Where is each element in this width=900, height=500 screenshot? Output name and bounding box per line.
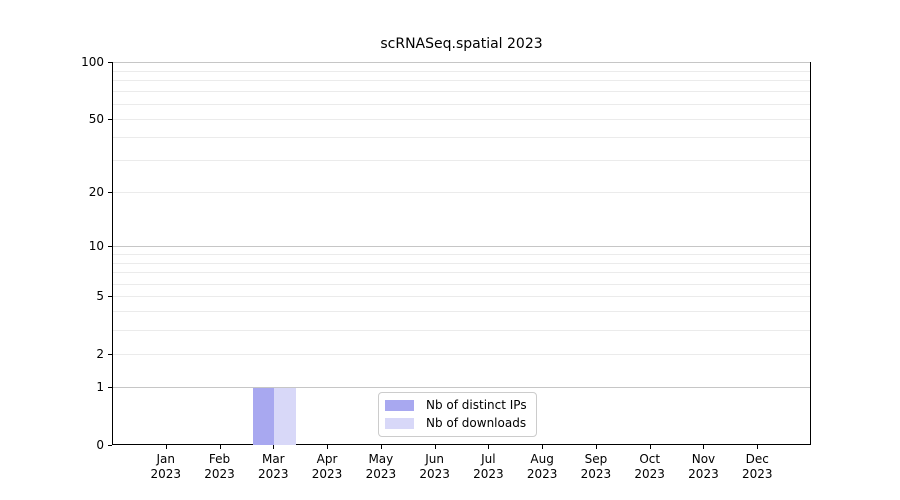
- month-label: Apr: [316, 452, 338, 466]
- y-tick-label: 1: [96, 380, 104, 395]
- y-axis-tick: [108, 445, 112, 446]
- x-axis-tick: [757, 445, 759, 449]
- major-gridline: [113, 387, 810, 389]
- month-label: May: [368, 452, 394, 466]
- y-tick-label: 100: [81, 55, 104, 69]
- year-label: 2023: [473, 467, 504, 481]
- x-tick-label: Feb 2023: [193, 452, 247, 482]
- minor-gridline: [113, 262, 810, 264]
- y-axis-tick: [108, 296, 112, 298]
- y-axis-tick: [108, 353, 112, 355]
- y-tick-label: 50: [88, 111, 104, 126]
- major-gridline: [113, 246, 810, 247]
- year-label: 2023: [526, 467, 558, 481]
- minor-gridline: [113, 353, 810, 355]
- month-label: Jul: [481, 452, 496, 466]
- month-label: Dec: [745, 452, 769, 466]
- minor-gridline: [113, 91, 810, 93]
- year-label: 2023: [634, 467, 665, 481]
- y-axis-tick: [108, 62, 112, 63]
- minor-gridline: [113, 296, 810, 298]
- y-axis-tick: [108, 246, 112, 247]
- x-axis-tick: [595, 445, 597, 449]
- plot-area: [112, 62, 811, 445]
- year-label: 2023: [204, 467, 235, 481]
- minor-gridline: [113, 80, 810, 82]
- x-tick-label: May 2023: [354, 452, 408, 482]
- x-tick-label: Jan 2023: [139, 452, 193, 482]
- month-label: Jan: [156, 452, 176, 466]
- y-tick-label: 2: [96, 346, 104, 361]
- year-label: 2023: [580, 467, 612, 481]
- y-tick-label: 10: [88, 239, 104, 253]
- year-label: 2023: [365, 467, 397, 481]
- month-label: Mar: [261, 452, 285, 466]
- year-label: 2023: [419, 467, 450, 481]
- x-axis-tick: [649, 445, 651, 449]
- month-label: Sep: [584, 452, 608, 466]
- legend-entry-distinct-ips: Nb of distinct IPs: [385, 398, 527, 413]
- minor-gridline: [113, 192, 810, 194]
- year-label: 2023: [258, 467, 289, 481]
- legend-swatch-distinct-ips-icon: [385, 400, 414, 411]
- x-axis-tick: [165, 445, 167, 449]
- x-tick-label: Nov 2023: [676, 452, 730, 482]
- x-tick-label: Mar 2023: [246, 452, 300, 482]
- minor-gridline: [113, 311, 810, 313]
- x-tick-label: Apr 2023: [300, 452, 354, 482]
- x-tick-label: Dec 2023: [730, 452, 784, 482]
- x-axis-tick: [327, 445, 329, 449]
- month-label: Feb: [208, 452, 231, 466]
- y-tick-label: 20: [88, 185, 104, 200]
- chart-title: scRNASeq.spatial 2023: [380, 36, 543, 52]
- year-label: 2023: [150, 467, 182, 481]
- y-axis-tick: [108, 387, 112, 389]
- y-axis-tick: [108, 192, 112, 194]
- x-axis-tick: [434, 445, 436, 449]
- x-tick-label: Jul 2023: [461, 452, 515, 482]
- minor-gridline: [113, 70, 810, 72]
- x-axis-tick: [703, 445, 705, 449]
- x-tick-label: Aug 2023: [515, 452, 569, 482]
- legend-label-downloads: Nb of downloads: [426, 416, 527, 430]
- x-axis-tick: [542, 445, 544, 449]
- x-axis-tick: [219, 445, 221, 449]
- month-label: Nov: [691, 452, 716, 466]
- legend-swatch-downloads-icon: [385, 418, 414, 429]
- year-label: 2023: [688, 467, 719, 481]
- minor-gridline: [113, 118, 810, 120]
- legend-label-distinct-ips: Nb of distinct IPs: [426, 398, 527, 412]
- minor-gridline: [113, 272, 810, 274]
- minor-gridline: [113, 253, 810, 255]
- legend: Nb of distinct IPs Nb of downloads: [378, 392, 537, 437]
- y-tick-label: 0: [96, 438, 104, 452]
- x-axis-tick: [380, 445, 382, 449]
- x-axis-tick: [273, 445, 275, 449]
- legend-entry-downloads: Nb of downloads: [385, 416, 527, 431]
- month-label: Aug: [530, 452, 554, 466]
- month-label: Oct: [639, 452, 661, 466]
- y-axis-tick: [108, 118, 112, 120]
- x-tick-label: Sep 2023: [569, 452, 623, 482]
- bar-nb-of-distinct-ips: [252, 388, 275, 445]
- year-label: 2023: [741, 467, 773, 481]
- month-label: Jun: [425, 452, 444, 466]
- major-gridline: [113, 62, 810, 63]
- x-tick-label: Oct 2023: [623, 452, 677, 482]
- minor-gridline: [113, 136, 810, 138]
- year-label: 2023: [311, 467, 343, 481]
- minor-gridline: [113, 283, 810, 285]
- x-axis-tick: [488, 445, 490, 449]
- bar-nb-of-downloads: [274, 388, 296, 445]
- y-tick-label: 5: [96, 289, 104, 304]
- minor-gridline: [113, 160, 810, 162]
- x-tick-label: Jun 2023: [408, 452, 462, 482]
- minor-gridline: [113, 103, 810, 105]
- minor-gridline: [113, 329, 810, 331]
